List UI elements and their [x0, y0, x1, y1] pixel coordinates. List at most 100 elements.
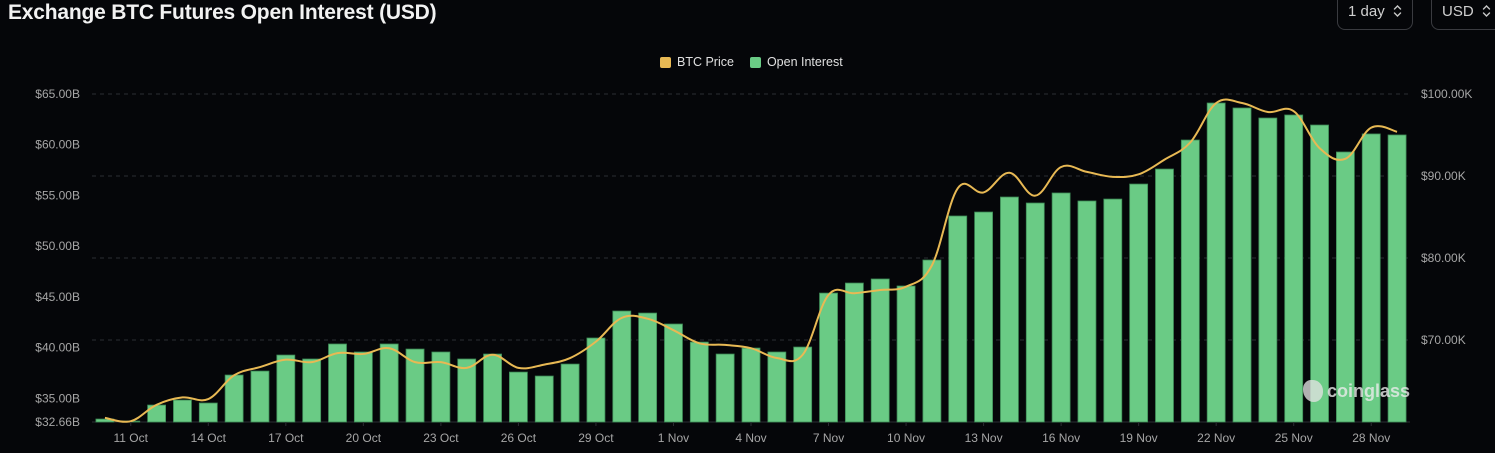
y2-tick-label: $80.00K: [1421, 251, 1466, 265]
x-tick-label: 25 Nov: [1275, 431, 1313, 445]
open-interest-bar: [612, 310, 632, 423]
open-interest-bar: [379, 343, 399, 423]
open-interest-bar: [715, 353, 735, 423]
open-interest-bar: [586, 337, 606, 423]
legend-item-open-interest[interactable]: Open Interest: [749, 55, 843, 69]
y2-tick-label: $100.00K: [1421, 87, 1472, 101]
open-interest-bar: [328, 343, 347, 423]
open-interest-bar: [1284, 114, 1304, 423]
currency-select[interactable]: USD: [1431, 0, 1495, 30]
chart-title: Exchange BTC Futures Open Interest (USD): [8, 1, 437, 24]
legend-swatch-btc-price: [660, 56, 671, 68]
x-tick-label: 17 Oct: [268, 431, 304, 445]
watermark-text: coinglass: [1327, 380, 1411, 401]
open-interest-bar: [1387, 134, 1407, 423]
open-interest-bar: [1180, 139, 1200, 423]
open-interest-bar: [1051, 192, 1071, 423]
interval-select[interactable]: 1 day: [1337, 0, 1413, 30]
open-interest-bar: [1129, 183, 1149, 423]
open-interest-bar: [457, 358, 477, 423]
open-interest-bar: [1232, 107, 1252, 423]
y-tick-label: $45.00B: [35, 290, 80, 304]
open-interest-bar: [198, 402, 218, 423]
chevron-up-down-icon: [1482, 4, 1491, 18]
chart-legend: BTC Price Open Interest: [660, 55, 843, 69]
y-tick-label: $35.00B: [35, 391, 80, 405]
x-tick-label: 19 Nov: [1120, 431, 1158, 445]
x-tick-label: 4 Nov: [735, 431, 766, 445]
open-interest-bar: [948, 215, 968, 423]
legend-label-btc-price: BTC Price: [677, 55, 734, 69]
open-interest-bar: [1000, 196, 1019, 423]
y2-tick-label: $90.00K: [1421, 169, 1466, 183]
y-axis-right: $100.00K $90.00K $80.00K $70.00K: [1421, 87, 1472, 347]
open-interest-bar: [1206, 102, 1226, 423]
open-interest-bar: [870, 278, 890, 423]
open-interest-bar: [819, 292, 838, 423]
open-interest-bar: [1025, 202, 1045, 423]
open-interest-bar: [664, 323, 683, 423]
x-tick-label: 13 Nov: [965, 431, 1003, 445]
x-axis: 11 Oct 14 Oct 17 Oct 20 Oct 23 Oct 26 Oct 29 O…: [114, 422, 1390, 445]
open-interest-bar: [974, 211, 993, 423]
x-tick-label: 14 Oct: [191, 431, 227, 445]
coinglass-watermark: coinglass: [1303, 380, 1410, 402]
btc-price-path: [104, 98, 1398, 423]
legend-item-btc-price[interactable]: BTC Price: [660, 55, 734, 69]
legend-label-open-interest: Open Interest: [766, 55, 843, 69]
x-tick-label: 26 Oct: [501, 431, 537, 445]
y-axis-left: $65.00B $60.00B $55.00B $50.00B $45.00B $40.0…: [35, 87, 80, 429]
currency-select-value: USD: [1442, 2, 1474, 20]
x-tick-label: 1 Nov: [658, 431, 689, 445]
x-tick-label: 23 Oct: [423, 431, 459, 445]
open-interest-bar: [844, 282, 864, 423]
open-interest-bar: [922, 259, 942, 423]
x-tick-label: 16 Nov: [1042, 431, 1080, 445]
open-interest-bar: [302, 358, 322, 423]
x-tick-label: 20 Oct: [346, 431, 382, 445]
interval-select-value: 1 day: [1348, 2, 1385, 20]
open-interest-bar: [1361, 133, 1381, 423]
open-interest-bar: [638, 312, 658, 423]
open-interest-bar: [353, 351, 373, 423]
coinglass-logo-icon: [1303, 380, 1323, 402]
open-interest-bar: [509, 371, 528, 423]
btc-price-line: [104, 98, 1398, 423]
open-interest-bar: [250, 370, 270, 423]
open-interest-bars: [95, 102, 1407, 423]
open-interest-bar: [173, 399, 192, 423]
open-interest-bar: [560, 363, 580, 423]
open-interest-bar: [1335, 151, 1355, 423]
x-tick-label: 10 Nov: [887, 431, 925, 445]
open-interest-bar: [1258, 117, 1278, 423]
open-interest-bar: [689, 341, 709, 423]
x-tick-label: 28 Nov: [1352, 431, 1390, 445]
open-interest-bar: [1077, 200, 1097, 423]
x-tick-label: 11 Oct: [114, 431, 149, 445]
open-interest-bar: [483, 353, 502, 423]
y-tick-label: $40.00B: [35, 341, 80, 355]
open-interest-bar: [224, 374, 244, 423]
y-tick-label: $65.00B: [35, 87, 80, 101]
open-interest-bar: [276, 354, 296, 423]
y-tick-label: $60.00B: [35, 138, 80, 152]
x-tick-label: 7 Nov: [813, 431, 844, 445]
x-tick-label: 22 Nov: [1197, 431, 1235, 445]
y-tick-label: $50.00B: [35, 239, 80, 253]
legend-swatch-open-interest: [749, 56, 761, 68]
open-interest-bar: [767, 351, 787, 423]
open-interest-bar: [1103, 198, 1123, 423]
open-interest-bar: [405, 348, 425, 423]
open-interest-bar: [793, 346, 813, 423]
chevron-up-down-icon: [1393, 4, 1402, 18]
y-tick-label: $32.66B: [35, 415, 80, 429]
open-interest-bar: [1310, 124, 1329, 423]
open-interest-bar: [534, 375, 554, 423]
x-tick-label: 29 Oct: [578, 431, 614, 445]
open-interest-bar: [741, 347, 761, 423]
open-interest-bar: [1155, 168, 1174, 423]
y2-tick-label: $70.00K: [1421, 333, 1466, 347]
open-interest-bar: [896, 285, 916, 423]
y-tick-label: $55.00B: [35, 188, 80, 202]
